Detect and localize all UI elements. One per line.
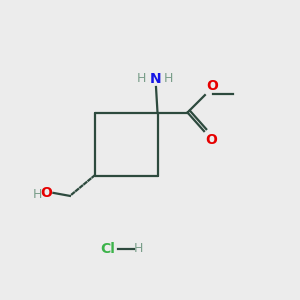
Text: Cl: Cl xyxy=(100,242,116,256)
Text: H: H xyxy=(164,71,173,85)
Text: N: N xyxy=(150,72,162,86)
Text: O: O xyxy=(206,79,218,93)
Text: H: H xyxy=(134,242,144,256)
Text: O: O xyxy=(206,133,218,147)
Text: O: O xyxy=(40,186,52,200)
Text: H: H xyxy=(33,188,42,201)
Text: H: H xyxy=(137,71,146,85)
